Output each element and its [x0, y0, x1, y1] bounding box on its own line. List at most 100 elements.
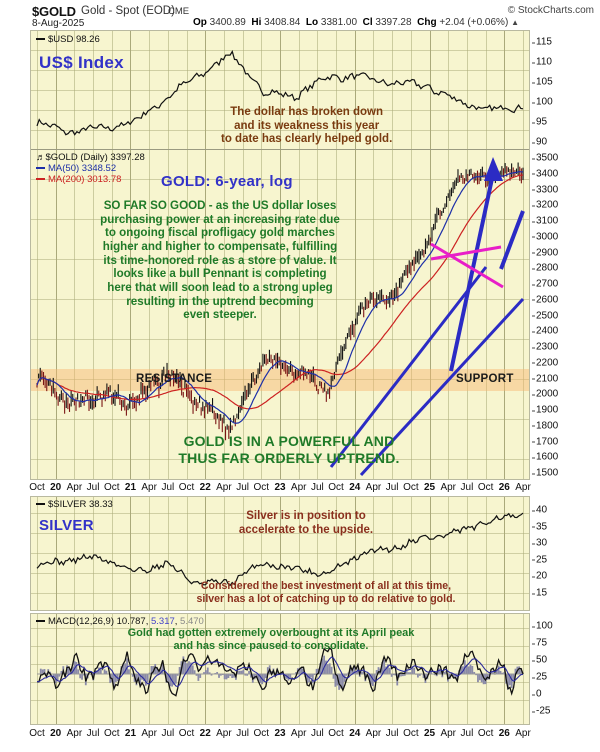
x-axis-tick: Jul [86, 728, 100, 739]
gold-bottom-annotation: GOLD IS IN A POWERFUL AND THUS FAR ORDER… [178, 433, 400, 466]
x-axis-tick: 26 [498, 482, 510, 493]
x-axis-tick: Apr [141, 482, 157, 493]
gold-price-panel: $USD 98.26 US$ Index The dollar has brok… [30, 30, 530, 480]
x-axis-tick: Apr [66, 482, 83, 493]
macd-legend-dash-icon [36, 620, 45, 623]
gold-x-axis: Oct 20 Apr Jul Oct 21 Apr Jul Oct 22 Apr Jul Oct 23 Ap… [29, 482, 531, 496]
ticker-description: Gold - Spot (EOD) [81, 5, 175, 17]
y-axis-tick: 1500 [531, 467, 559, 479]
x-axis-tick: Oct [253, 482, 270, 493]
usd-index-plot [36, 50, 524, 136]
x-axis-tick: Oct [328, 728, 344, 739]
y-axis-tick: -25 [531, 705, 551, 717]
y-axis-tick: 2300 [531, 341, 559, 353]
y-axis-tick: 110 [532, 56, 552, 68]
panel-divider [31, 149, 529, 150]
y-axis-tick: 50 [531, 654, 548, 666]
ma200-legend: MA(200) 3013.78 [36, 174, 121, 185]
y-axis-tick: 3100 [531, 215, 559, 227]
close-label: Cl [362, 17, 373, 28]
x-axis-tick: Oct [403, 482, 419, 493]
x-axis-tick: Apr [66, 728, 83, 739]
gold-legend-text: $GOLD (Daily) 3397.28 [45, 152, 145, 163]
silver-legend-dash-icon [36, 503, 45, 506]
exchange-label: CME [168, 6, 190, 17]
x-axis-tick: Apr [440, 482, 456, 493]
y-axis-tick: 75 [531, 637, 548, 649]
y-axis-tick: 15 [531, 587, 548, 599]
y-axis-tick: 115 [532, 36, 552, 48]
x-axis-tick: Apr [141, 728, 157, 739]
macd-panel: MACD(12,26,9) 10.787, 5.317, 5.470 Gold … [30, 613, 530, 725]
y-axis-tick: 2100 [531, 373, 559, 384]
macd-value: 10.787 [116, 616, 146, 627]
y-axis-tick: 3200 [531, 199, 559, 211]
y-axis-tick: 35 [531, 521, 548, 533]
up-arrow-icon: ▲ [511, 18, 519, 27]
x-axis-tick: Oct [178, 728, 195, 739]
close-value: 3397.28 [375, 17, 412, 28]
chart-header: $GOLD Gold - Spot (EOD) CME © StockChart… [0, 0, 600, 30]
x-axis-tick: Jul [161, 482, 175, 493]
x-axis-tick: Jul [385, 728, 399, 739]
x-axis-tick: Oct [178, 482, 195, 493]
x-axis-tick: Jul [161, 728, 175, 739]
x-axis-tick: Apr [216, 728, 232, 739]
y-axis-tick: 25 [531, 671, 548, 683]
x-axis-tick: 26 [498, 728, 510, 739]
x-axis-tick: 21 [124, 482, 137, 493]
x-axis-tick: Jul [460, 482, 474, 493]
ma50-legend-text: MA(50) 3348.52 [48, 163, 117, 174]
y-axis-tick: 2500 [531, 310, 559, 321]
x-axis-tick: Oct [477, 482, 494, 493]
macd-legend-name: MACD(12,26,9) [48, 616, 114, 627]
quote-date: 8-Aug-2025 [32, 18, 85, 29]
usd-panel-title: US$ Index [39, 53, 124, 72]
x-axis-tick: Oct [328, 482, 344, 493]
usd-legend-text: $USD 98.26 [48, 34, 100, 45]
x-axis-tick: Oct [403, 728, 419, 739]
change-label: Chg [417, 17, 437, 28]
x-axis-tick: Oct [477, 728, 494, 739]
macd-hist-value: 5.470 [180, 616, 204, 627]
x-axis-tick: Apr [216, 482, 232, 493]
x-axis-tick: Apr [440, 728, 456, 739]
y-axis-tick: 90 [531, 136, 548, 148]
x-axis-tick: Jul [310, 728, 324, 739]
x-axis-tick: 22 [199, 728, 211, 739]
x-axis-tick: Oct [253, 728, 270, 739]
macd-annotation: Gold had gotten extremely overbought at … [127, 627, 415, 652]
x-axis-tick: 20 [50, 482, 62, 493]
x-axis-tick: 23 [274, 482, 286, 493]
y-axis-tick: 40 [531, 504, 548, 516]
x-axis-tick: Apr [515, 728, 531, 739]
ma200-legend-text: MA(200) 3013.78 [48, 174, 122, 185]
silver-bottom-annotation: Considered the best investment of all at… [196, 580, 456, 605]
x-axis-tick: Oct [103, 728, 120, 739]
x-axis-tick: Oct [103, 482, 120, 493]
bell-icon: ♬ [36, 152, 46, 163]
pennant-lower [430, 242, 504, 289]
high-value: 3408.84 [264, 17, 301, 28]
ma200-dash-icon [36, 178, 45, 181]
y-axis-tick: 3000 [531, 231, 559, 243]
y-axis-tick: 100 [532, 96, 553, 108]
usd-annotation: The dollar has broken down and its weakn… [221, 106, 393, 146]
silver-panel-title: SILVER [39, 517, 94, 534]
resistance-label: RESISTANCE [136, 373, 213, 385]
y-axis-tick: 20 [531, 570, 548, 582]
y-axis-tick: 100 [532, 620, 553, 632]
silver-top-annotation: Silver is in position to accelerate to t… [238, 510, 374, 536]
x-axis-tick: 24 [349, 728, 361, 739]
open-value: 3400.89 [209, 17, 246, 28]
gold-y-axis: 3500 3400 3300 3200 3100 3000 2900 2800 2700 2600… [531, 148, 578, 480]
y-axis-tick: 30 [531, 537, 548, 549]
y-axis-tick: 2000 [531, 388, 559, 400]
x-axis-tick: Jul [310, 482, 324, 493]
change-value: +2.04 (+0.06%) [439, 17, 509, 28]
x-axis-tick: 23 [274, 728, 286, 739]
x-axis-tick: Jul [236, 482, 250, 493]
y-axis-tick: 25 [531, 554, 548, 566]
silver-legend: $SILVER 38.33 [36, 499, 113, 510]
x-axis-tick: Jul [460, 728, 474, 739]
